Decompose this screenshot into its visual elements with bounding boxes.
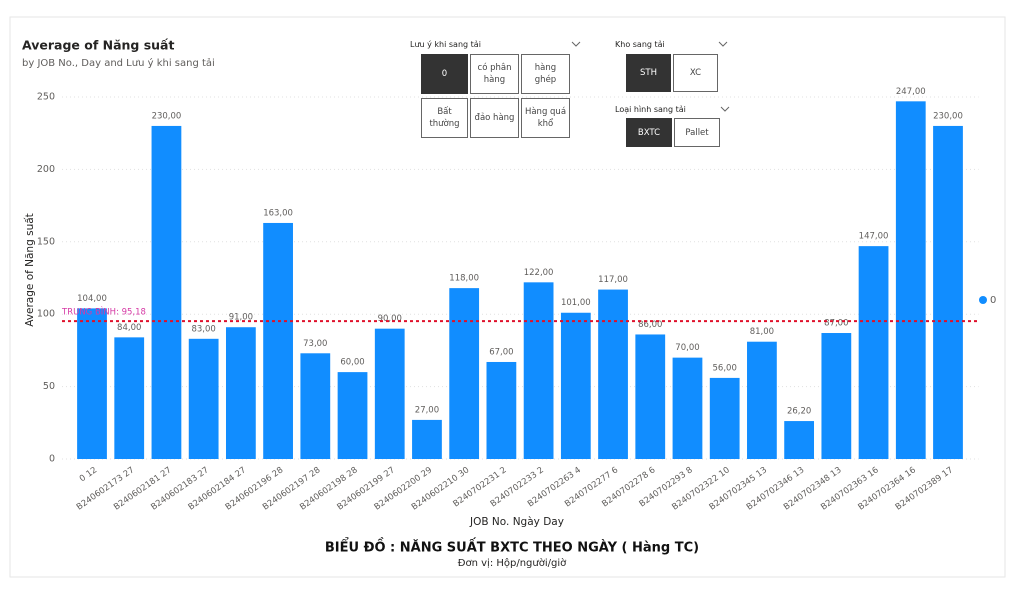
- chart-title: Average of Năng suất: [22, 38, 174, 53]
- data-label: 56,00: [713, 363, 737, 373]
- chevron: [720, 106, 730, 112]
- legend-label: 0: [990, 295, 996, 306]
- bar: [858, 246, 889, 459]
- data-label: 91,00: [229, 313, 253, 323]
- bar: [412, 419, 442, 459]
- slicer-button[interactable]: đảo hàng: [470, 98, 519, 138]
- data-label: 86,00: [638, 320, 662, 330]
- bar: [337, 372, 368, 459]
- data-label: 70,00: [675, 343, 699, 353]
- chevron: [571, 41, 581, 47]
- data-label: 83,00: [191, 324, 215, 334]
- slicer-button[interactable]: BXTC: [626, 118, 672, 147]
- bar: [225, 327, 256, 459]
- bar: [114, 337, 145, 459]
- caption-title: BIỂU ĐỒ : NĂNG SUẤT BXTC THEO NGÀY ( Hàn…: [325, 538, 699, 556]
- slicer-button[interactable]: hàng ghép: [521, 54, 570, 94]
- data-label: 230,00: [152, 111, 182, 121]
- bar: [263, 222, 293, 459]
- bar: [300, 353, 331, 459]
- x-axis-title: JOB No. Ngày Day: [469, 516, 564, 528]
- slicer-title: Kho sang tải: [615, 40, 665, 49]
- y-tick-label: 200: [37, 164, 55, 175]
- data-label: 73,00: [303, 339, 327, 349]
- bar: [672, 357, 703, 459]
- slicer-title: Lưu ý khi sang tải: [410, 40, 481, 49]
- slicer-button[interactable]: XC: [673, 54, 718, 92]
- chevron: [718, 41, 728, 47]
- bar: [933, 125, 963, 459]
- data-label: 163,00: [263, 208, 293, 218]
- bar: [486, 361, 517, 459]
- slicer-button[interactable]: có phân hàng: [470, 54, 519, 94]
- bar: [523, 282, 554, 459]
- slicer-button[interactable]: Bất thường: [421, 98, 468, 138]
- bar: [895, 101, 926, 459]
- slicer-button[interactable]: 0: [421, 54, 468, 94]
- data-label: 60,00: [340, 358, 364, 368]
- bar: [747, 341, 777, 459]
- data-label: 118,00: [449, 274, 479, 284]
- bar: [449, 288, 480, 459]
- slicer-button[interactable]: Hàng quá khổ: [521, 98, 570, 138]
- legend-marker: [979, 296, 987, 304]
- bar: [374, 328, 405, 459]
- y-tick-label: 150: [37, 236, 55, 247]
- x-tick-label: 0 12: [78, 465, 99, 484]
- slicer-button[interactable]: STH: [626, 54, 671, 92]
- bar: [188, 338, 219, 459]
- data-label: 81,00: [750, 327, 774, 337]
- bar: [709, 377, 740, 459]
- y-tick-label: 50: [43, 381, 55, 392]
- y-tick-label: 100: [37, 309, 55, 320]
- data-label: 84,00: [117, 323, 141, 333]
- slicer-title: Loại hình sang tải: [615, 105, 686, 114]
- bar: [635, 334, 666, 459]
- bar: [560, 312, 591, 459]
- data-label: 122,00: [524, 268, 554, 278]
- reference-label: TRUNG BÌNH: 95,18: [61, 306, 146, 318]
- bar: [77, 308, 107, 459]
- data-label: 101,00: [561, 298, 591, 308]
- data-label: 26,20: [787, 407, 811, 417]
- data-label: 230,00: [933, 111, 963, 121]
- data-label: 117,00: [598, 275, 628, 285]
- data-label: 87,00: [824, 319, 848, 329]
- bar: [784, 421, 815, 459]
- data-label: 104,00: [77, 294, 107, 304]
- slicer-button[interactable]: Pallet: [674, 118, 720, 147]
- caption-unit: Đơn vị: Hộp/người/giờ: [458, 557, 567, 569]
- chart-subtitle: by JOB No., Day and Lưu ý khi sang tải: [22, 57, 215, 69]
- data-label: 67,00: [489, 347, 513, 357]
- bar: [598, 289, 628, 459]
- y-axis-title: Average of Năng suất: [24, 213, 36, 327]
- data-label: 147,00: [859, 232, 889, 242]
- data-label: 247,00: [896, 87, 926, 97]
- y-tick-label: 0: [49, 454, 55, 465]
- y-tick-label: 250: [37, 91, 55, 102]
- data-label: 90,00: [378, 314, 402, 324]
- card-border: [9, 16, 1006, 578]
- bar: [821, 333, 852, 459]
- data-label: 27,00: [415, 405, 439, 415]
- bar: [151, 125, 182, 459]
